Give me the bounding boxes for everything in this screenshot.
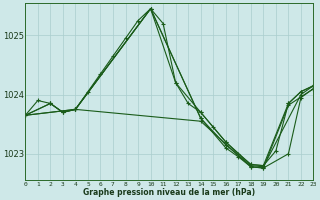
X-axis label: Graphe pression niveau de la mer (hPa): Graphe pression niveau de la mer (hPa) xyxy=(83,188,255,197)
